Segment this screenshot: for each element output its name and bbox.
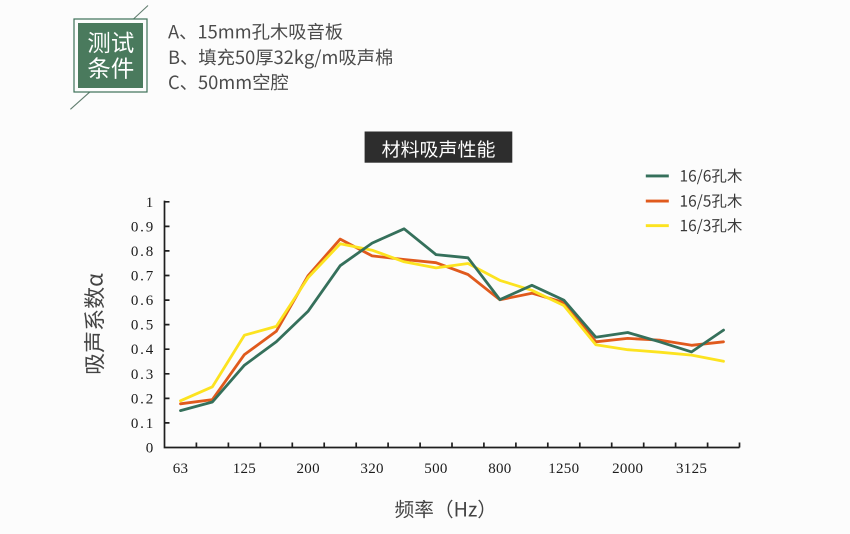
svg-text:800: 800 <box>488 461 511 477</box>
svg-text:3125: 3125 <box>676 461 707 477</box>
svg-text:1250: 1250 <box>548 461 579 477</box>
svg-text:0.8: 0.8 <box>131 244 155 260</box>
svg-text:320: 320 <box>360 461 383 477</box>
svg-text:0.3: 0.3 <box>131 367 155 383</box>
svg-text:0.5: 0.5 <box>131 318 155 334</box>
svg-text:125: 125 <box>233 461 256 477</box>
svg-text:0.4: 0.4 <box>131 342 155 358</box>
svg-text:0.2: 0.2 <box>131 391 155 407</box>
svg-text:0.1: 0.1 <box>131 416 155 432</box>
svg-text:2000: 2000 <box>612 461 643 477</box>
svg-text:500: 500 <box>424 461 447 477</box>
svg-text:1: 1 <box>146 195 155 211</box>
svg-text:0.9: 0.9 <box>131 219 155 235</box>
svg-text:0.7: 0.7 <box>131 269 155 285</box>
svg-text:0: 0 <box>146 441 155 457</box>
svg-text:0.6: 0.6 <box>131 293 155 309</box>
svg-text:63: 63 <box>173 461 189 477</box>
svg-text:200: 200 <box>296 461 319 477</box>
